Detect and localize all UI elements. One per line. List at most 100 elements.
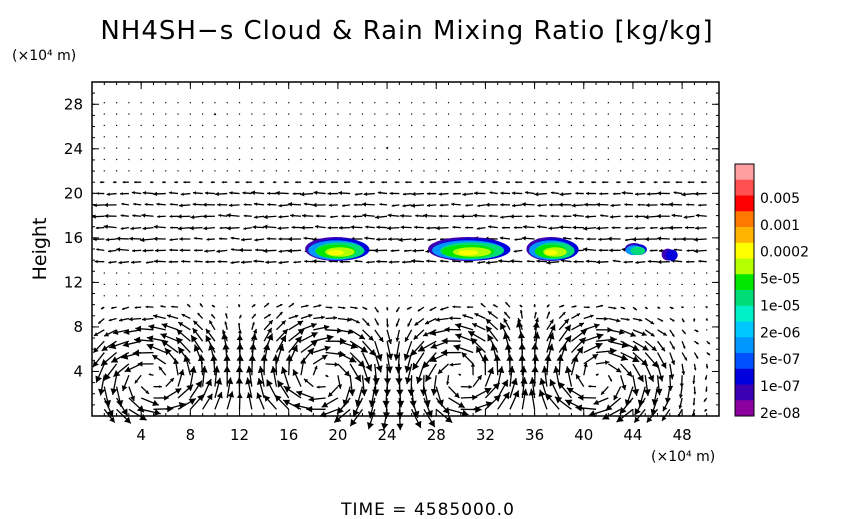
wind-arrowhead (291, 344, 298, 353)
wind-dot (558, 147, 560, 149)
wind-arrowhead (324, 345, 331, 352)
wind-dot (386, 124, 388, 127)
wind-arrowhead (205, 335, 212, 343)
wind-arrowhead (621, 384, 627, 391)
wind-arrowhead (267, 191, 270, 196)
wind-dot (251, 147, 253, 149)
wind-dot (349, 272, 351, 274)
wind-dot (128, 170, 130, 172)
wind-arrowhead (580, 329, 588, 336)
wind-dot (583, 136, 585, 138)
wind-dot (226, 136, 228, 138)
wind-arrowhead (325, 374, 329, 377)
wind-arrowhead (252, 304, 256, 307)
wind-dot (484, 272, 487, 274)
wind-dot (337, 295, 339, 297)
wind-arrowhead (267, 314, 271, 317)
wind-arrowhead (256, 378, 264, 386)
wind-dot (521, 102, 523, 104)
wind-arrowhead (584, 202, 588, 207)
wind-dot (288, 124, 290, 127)
wind-dot (435, 158, 437, 161)
wind-arrowhead (318, 304, 322, 308)
wind-arrowhead (292, 369, 299, 376)
wind-arrowhead (350, 418, 357, 427)
wind-dot (202, 124, 204, 127)
wind-arrowhead (695, 356, 699, 359)
wind-dot (349, 283, 351, 286)
wind-arrowhead (313, 190, 318, 195)
wind-arrowhead (238, 304, 241, 307)
wind-dot (472, 283, 474, 286)
wind-arrowhead (448, 316, 453, 321)
wind-dot (583, 295, 585, 297)
cloud-contour (544, 249, 558, 256)
wind-arrowhead (180, 192, 184, 196)
wind-dot (656, 124, 659, 127)
wind-dot (275, 283, 278, 286)
wind-arrowhead (635, 192, 639, 196)
wind-arrowhead (253, 259, 257, 264)
wind-dot (669, 295, 671, 297)
wind-arrowhead (177, 214, 182, 219)
wind-dot (509, 170, 511, 172)
wind-dot (152, 283, 155, 286)
wind-dot (312, 113, 314, 115)
wind-dot (484, 170, 487, 172)
wind-arrowhead (278, 215, 282, 219)
colorbar-label: 1e-07 (760, 379, 800, 395)
wind-arrowhead (372, 389, 380, 397)
wind-dot (189, 170, 191, 172)
wind-dot (644, 295, 646, 297)
wind-dot (165, 295, 167, 297)
wind-dot (189, 272, 191, 274)
wind-dot (644, 283, 646, 286)
wind-dot (115, 295, 118, 297)
wind-dot (607, 147, 609, 149)
wind-arrowhead (461, 352, 468, 358)
wind-arrowhead (596, 259, 601, 265)
wind-dot (275, 158, 278, 161)
wind-arrowhead (653, 180, 656, 184)
wind-arrowhead (634, 408, 641, 416)
wind-arrowhead (534, 317, 539, 322)
wind-arrowhead (277, 226, 282, 231)
wind-arrowhead (160, 305, 163, 308)
wind-arrowhead (641, 331, 647, 337)
wind-arrowhead (578, 322, 584, 328)
wind-arrowhead (158, 366, 163, 371)
wind-dot (103, 124, 105, 127)
wind-dot (312, 102, 314, 104)
wind-dot (644, 136, 646, 138)
wind-dot (447, 170, 450, 172)
wind-arrowhead (476, 226, 480, 230)
wind-dot (152, 170, 155, 172)
wind-dot (460, 158, 462, 161)
wind-dot (620, 113, 622, 115)
wind-arrowhead (663, 180, 666, 184)
wind-arrowhead (377, 191, 381, 195)
wind-arrowhead (342, 204, 345, 208)
wind-arrowhead (275, 190, 280, 196)
wind-dot (288, 136, 290, 138)
wind-dot (189, 283, 191, 286)
wind-arrowhead (624, 203, 628, 207)
wind-arrowhead (573, 259, 577, 264)
wind-arrowhead (647, 259, 651, 264)
wind-arrowhead (280, 366, 288, 374)
wind-arrowhead (668, 225, 673, 231)
wind-arrowhead (101, 345, 108, 351)
wind-arrowhead (500, 215, 504, 219)
wind-arrowhead (330, 180, 334, 184)
wind-arrowhead (429, 329, 437, 336)
wind-arrowhead (225, 313, 228, 316)
wind-arrowhead (412, 248, 417, 253)
wind-arrowhead (170, 226, 173, 230)
wind-arrowhead (188, 398, 196, 405)
time-label: TIME = 4585000.0 (340, 500, 515, 519)
wind-arrowhead (657, 259, 662, 265)
wind-dot (669, 113, 671, 115)
wind-arrowhead (246, 392, 253, 399)
wind-arrowhead (435, 225, 440, 231)
